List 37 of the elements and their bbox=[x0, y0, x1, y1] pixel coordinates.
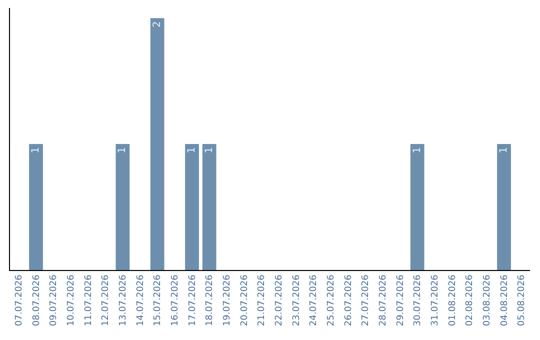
x-tick-label: 16.07.2026 bbox=[170, 274, 181, 326]
x-tick-label: 30.07.2026 bbox=[413, 274, 424, 326]
x-tick-label: 10.07.2026 bbox=[66, 274, 77, 326]
x-tick-label: 19.07.2026 bbox=[222, 274, 233, 326]
x-tick-label: 27.07.2026 bbox=[361, 274, 372, 326]
x-tick-label: 20.07.2026 bbox=[240, 274, 250, 326]
x-tick-label: 14.07.2026 bbox=[136, 274, 146, 326]
x-tick-label: 17.07.2026 bbox=[188, 274, 198, 326]
x-tick-label: 01.08.2026 bbox=[448, 274, 458, 326]
x-tick-label: 05.08.2026 bbox=[517, 274, 528, 326]
x-tick-label: 12.07.2026 bbox=[101, 274, 112, 326]
x-tick-label: 15.07.2026 bbox=[153, 274, 164, 326]
x-tick-label: 18.07.2026 bbox=[205, 274, 216, 326]
data-label: 1 bbox=[412, 147, 423, 154]
x-tick-label: 04.08.2026 bbox=[500, 274, 510, 326]
x-tick-label: 07.07.2026 bbox=[14, 274, 25, 326]
data-label: 1 bbox=[498, 147, 510, 154]
x-tick-label: 24.07.2026 bbox=[309, 274, 320, 326]
x-tick-label: 29.07.2026 bbox=[396, 274, 406, 326]
x-tick-label: 03.08.2026 bbox=[482, 274, 493, 326]
x-tick-label: 31.07.2026 bbox=[430, 274, 441, 326]
x-tick-label: 11.07.2026 bbox=[84, 274, 94, 326]
x-tick-label: 02.08.2026 bbox=[465, 274, 476, 326]
data-label: 2 bbox=[152, 21, 163, 28]
data-label: 1 bbox=[204, 147, 215, 154]
x-tick-label: 26.07.2026 bbox=[344, 274, 354, 326]
x-tick-label: 25.07.2026 bbox=[326, 274, 337, 326]
x-tick-label: 08.07.2026 bbox=[32, 274, 42, 326]
x-tick-label: 21.07.2026 bbox=[257, 274, 268, 326]
data-label: 1 bbox=[186, 147, 198, 154]
data-label: 1 bbox=[117, 147, 128, 154]
x-tick-label: 09.07.2026 bbox=[49, 274, 60, 326]
x-tick-label: 22.07.2026 bbox=[274, 274, 285, 326]
x-tick-label: 23.07.2026 bbox=[292, 274, 302, 326]
data-label: 1 bbox=[30, 147, 42, 154]
x-tick-label: 28.07.2026 bbox=[378, 274, 389, 326]
x-tick-label: 13.07.2026 bbox=[118, 274, 129, 326]
